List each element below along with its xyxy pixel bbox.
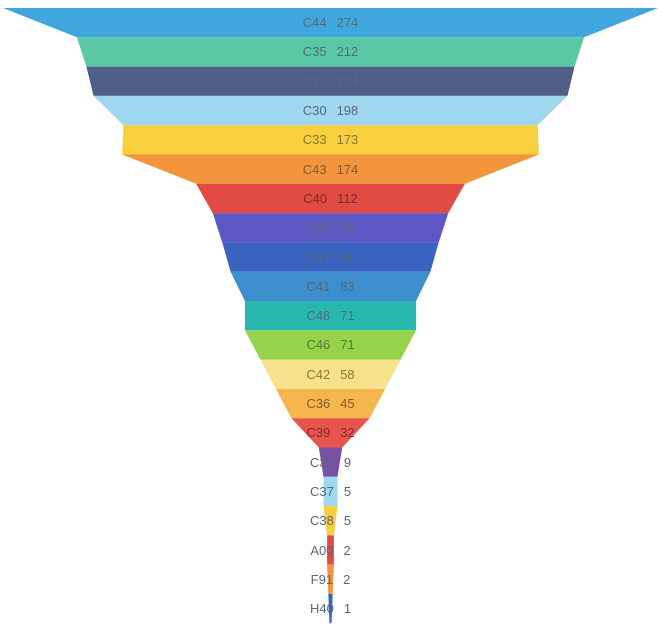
funnel-segment <box>213 213 449 242</box>
funnel-segment <box>327 565 334 594</box>
funnel-chart: C44274C35212C31204C30198C33173C43174C401… <box>0 0 661 629</box>
funnel-segment <box>291 418 369 447</box>
funnel-svg <box>0 0 661 629</box>
funnel-segment <box>3 8 658 37</box>
funnel-segment <box>327 535 334 564</box>
funnel-segment <box>231 272 431 301</box>
funnel-segment <box>328 594 332 623</box>
funnel-segment <box>319 448 342 477</box>
funnel-segment <box>122 125 539 154</box>
funnel-segment <box>324 506 338 535</box>
funnel-segment <box>245 301 416 330</box>
funnel-segment <box>222 242 438 271</box>
funnel-segment <box>122 155 539 184</box>
funnel-segment <box>260 360 400 389</box>
funnel-segment <box>77 37 584 66</box>
funnel-segment <box>276 389 385 418</box>
funnel-segment <box>324 477 338 506</box>
funnel-segment <box>196 184 465 213</box>
funnel-segment <box>86 67 574 96</box>
funnel-segment <box>245 330 416 359</box>
funnel-segment <box>94 96 568 125</box>
